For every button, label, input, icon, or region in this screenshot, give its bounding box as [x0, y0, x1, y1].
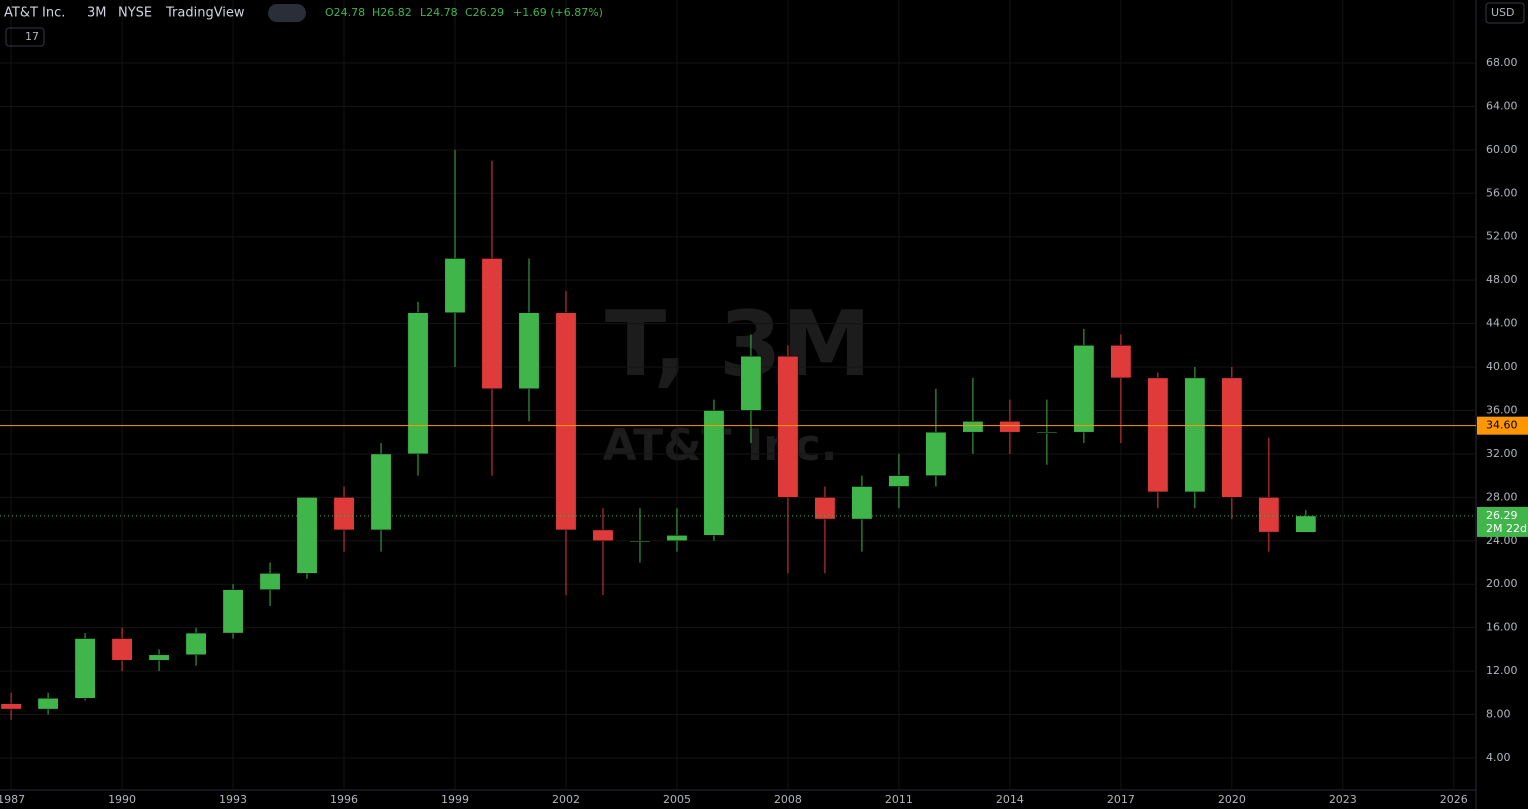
- candle-body: [370, 453, 392, 531]
- candle-body: [259, 573, 281, 590]
- candle-body: [444, 258, 466, 313]
- candle-body: [1295, 515, 1317, 533]
- candle-body: [740, 355, 762, 411]
- last-price-label: 26.29: [1486, 509, 1518, 522]
- price-tag-label: 34.60: [1486, 419, 1518, 432]
- candle-body: [74, 638, 96, 699]
- x-tick-label: 1987: [0, 793, 25, 806]
- x-tick-label: 2002: [552, 793, 580, 806]
- candle-body: [592, 529, 614, 542]
- candle-body: [111, 638, 133, 661]
- candle-body: [148, 654, 170, 661]
- plot: [0, 0, 1476, 790]
- candle-body: [1073, 345, 1095, 433]
- candle-body: [555, 312, 577, 531]
- candle-body: [518, 312, 540, 390]
- indicators-count: 17: [25, 30, 39, 43]
- source: TradingView: [165, 6, 245, 21]
- candle-body: [851, 486, 873, 520]
- toggle[interactable]: [268, 4, 306, 22]
- candle-body: [1184, 377, 1206, 493]
- x-tick-label: 2014: [996, 793, 1024, 806]
- candle-body: [1147, 377, 1169, 493]
- y-tick-label: 20.00: [1486, 577, 1518, 590]
- candle-body: [37, 697, 59, 710]
- change: +1.69 (+6.87%): [513, 6, 603, 19]
- y-tick-label: 4.00: [1486, 751, 1511, 764]
- price-tag: [1477, 416, 1528, 435]
- y-tick-label: 28.00: [1486, 490, 1518, 503]
- candle-body: [703, 410, 725, 536]
- y-tick-label: 60.00: [1486, 143, 1518, 156]
- interval: 3M: [87, 6, 107, 21]
- candle-body: [1221, 377, 1243, 498]
- candle-body: [888, 475, 910, 487]
- candle-body: [296, 497, 318, 574]
- candle-body: [0, 703, 22, 710]
- candle-body: [999, 421, 1021, 433]
- close: C26.29: [465, 6, 504, 19]
- candle-body: [1110, 345, 1132, 379]
- candle-body: [1036, 431, 1058, 434]
- y-tick-label: 56.00: [1486, 186, 1518, 199]
- high: H26.82: [372, 6, 412, 19]
- y-tick-label: 44.00: [1486, 317, 1518, 330]
- x-tick-label: 1996: [330, 793, 358, 806]
- y-tick-label: 32.00: [1486, 447, 1518, 460]
- currency: USD: [1491, 6, 1515, 19]
- candle-body: [666, 535, 688, 542]
- x-tick-label: 1993: [219, 793, 247, 806]
- y-tick-label: 48.00: [1486, 273, 1518, 286]
- x-tick-label: 2008: [774, 793, 802, 806]
- x-tick-label: 1999: [441, 793, 469, 806]
- y-tick-label: 8.00: [1486, 708, 1511, 721]
- candle-body: [1258, 497, 1280, 533]
- candle-body: [814, 497, 836, 520]
- indicators-button[interactable]: [5, 27, 45, 47]
- x-tick-label: 1990: [108, 793, 136, 806]
- candle-body: [925, 431, 947, 476]
- candle-body: [962, 421, 984, 433]
- y-tick-label: 24.00: [1486, 534, 1518, 547]
- currency-button[interactable]: [1485, 2, 1525, 24]
- y-tick-label: 12.00: [1486, 664, 1518, 677]
- x-tick-label: 2011: [885, 793, 913, 806]
- candle-body: [185, 632, 207, 656]
- y-tick-label: 40.00: [1486, 360, 1518, 373]
- y-tick-label: 52.00: [1486, 230, 1518, 243]
- candle-body: [222, 589, 244, 634]
- x-tick-label: 2026: [1440, 793, 1468, 806]
- symbol: AT&T Inc.: [4, 6, 65, 21]
- legend-header: AT&T Inc. 3M NYSE TradingView O24.78 H26…: [4, 2, 1525, 47]
- y-tick-label: 68.00: [1486, 56, 1518, 69]
- y-tick-label: 64.00: [1486, 99, 1518, 112]
- candle-body: [777, 355, 799, 498]
- watermark-symbol: T, 3M: [605, 292, 871, 397]
- x-tick-label: 2017: [1107, 793, 1135, 806]
- candle-body: [333, 497, 355, 531]
- x-tick-label: 2005: [663, 793, 691, 806]
- countdown: 2M 22d: [1486, 522, 1527, 535]
- x-tick-label: 2020: [1218, 793, 1246, 806]
- exchange: NYSE: [118, 6, 152, 21]
- candle-body: [481, 258, 503, 390]
- low: L24.78: [420, 6, 458, 19]
- y-tick-label: 16.00: [1486, 621, 1518, 634]
- candle-body: [407, 312, 429, 455]
- y-tick-label: 36.00: [1486, 403, 1518, 416]
- open: O24.78: [325, 6, 365, 19]
- x-tick-label: 2023: [1329, 793, 1357, 806]
- last-price-tag: [1477, 506, 1528, 537]
- candle-body: [629, 540, 651, 543]
